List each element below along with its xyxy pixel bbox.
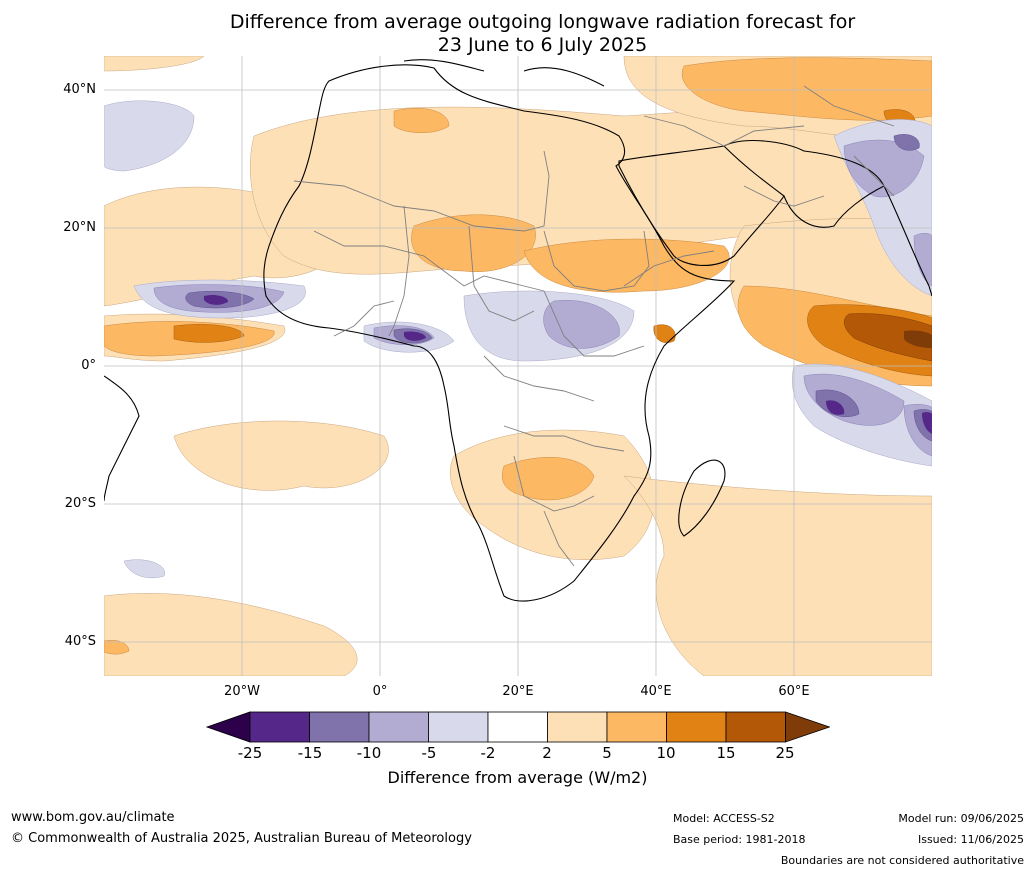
colorbar-tick: -2 (480, 744, 496, 762)
boundaries-disclaimer: Boundaries are not considered authoritat… (780, 854, 1024, 867)
colorbar-box (725, 711, 786, 743)
copyright-text: © Commonwealth of Australia 2025, Austra… (11, 831, 472, 846)
lon-label-40e: 40°E (640, 684, 672, 699)
lon-label-20w: 20°W (224, 684, 260, 699)
colorbar-tick: -10 (356, 744, 382, 762)
colorbar-tick: 2 (542, 744, 552, 762)
olr-anomaly-map (104, 56, 932, 676)
colorbar-box (487, 711, 548, 743)
colorbar-box (547, 711, 608, 743)
lat-label-40s: 40°S (64, 634, 96, 649)
colorbar-tick: -25 (237, 744, 263, 762)
colorbar-box (309, 711, 370, 743)
colorbar-box (606, 711, 667, 743)
map-title-line2: 23 June to 6 July 2025 (437, 34, 648, 56)
anomaly-fill-orange (104, 57, 932, 655)
anomaly-fill-dark-purple (204, 294, 932, 434)
colorbar-tick: 5 (602, 744, 612, 762)
colorbar-box (249, 711, 310, 743)
colorbar-tick: 10 (656, 744, 676, 762)
lon-label-20e: 20°E (502, 684, 534, 699)
colorbar (206, 711, 830, 743)
colorbar-tick: 15 (716, 744, 736, 762)
colorbar-box (428, 711, 489, 743)
graticule (104, 56, 932, 676)
colorbar-tick: -5 (421, 744, 437, 762)
colorbar-extend-low (206, 711, 251, 743)
lat-label-40n: 40°N (63, 82, 96, 97)
model-run-date: Model run: 09/06/2025 (898, 812, 1024, 825)
lat-label-0: 0° (81, 358, 96, 373)
lon-label-0: 0° (372, 684, 388, 699)
colorbar-tick: 25 (775, 744, 795, 762)
lat-label-20n: 20°N (63, 220, 96, 235)
anomaly-fill-extreme-orange (904, 330, 932, 348)
lon-label-60e: 60°E (778, 684, 810, 699)
issued-date: Issued: 11/06/2025 (917, 833, 1024, 846)
colorbar-tick: -15 (297, 744, 323, 762)
colorbar-label: Difference from average (W/m2) (387, 768, 648, 787)
country-borders (293, 85, 895, 567)
anomaly-fill-darkest-orange (844, 313, 932, 362)
map-title-line1: Difference from average outgoing longwav… (229, 11, 856, 33)
coastlines (104, 59, 932, 602)
website-link[interactable]: www.bom.gov.au/climate (11, 810, 175, 825)
colorbar-box (666, 711, 727, 743)
colorbar-extend-high (785, 711, 830, 743)
model-name: Model: ACCESS-S2 (673, 812, 775, 825)
base-period: Base period: 1981-2018 (673, 833, 806, 846)
colorbar-box (368, 711, 429, 743)
lat-label-20s: 20°S (64, 496, 96, 511)
